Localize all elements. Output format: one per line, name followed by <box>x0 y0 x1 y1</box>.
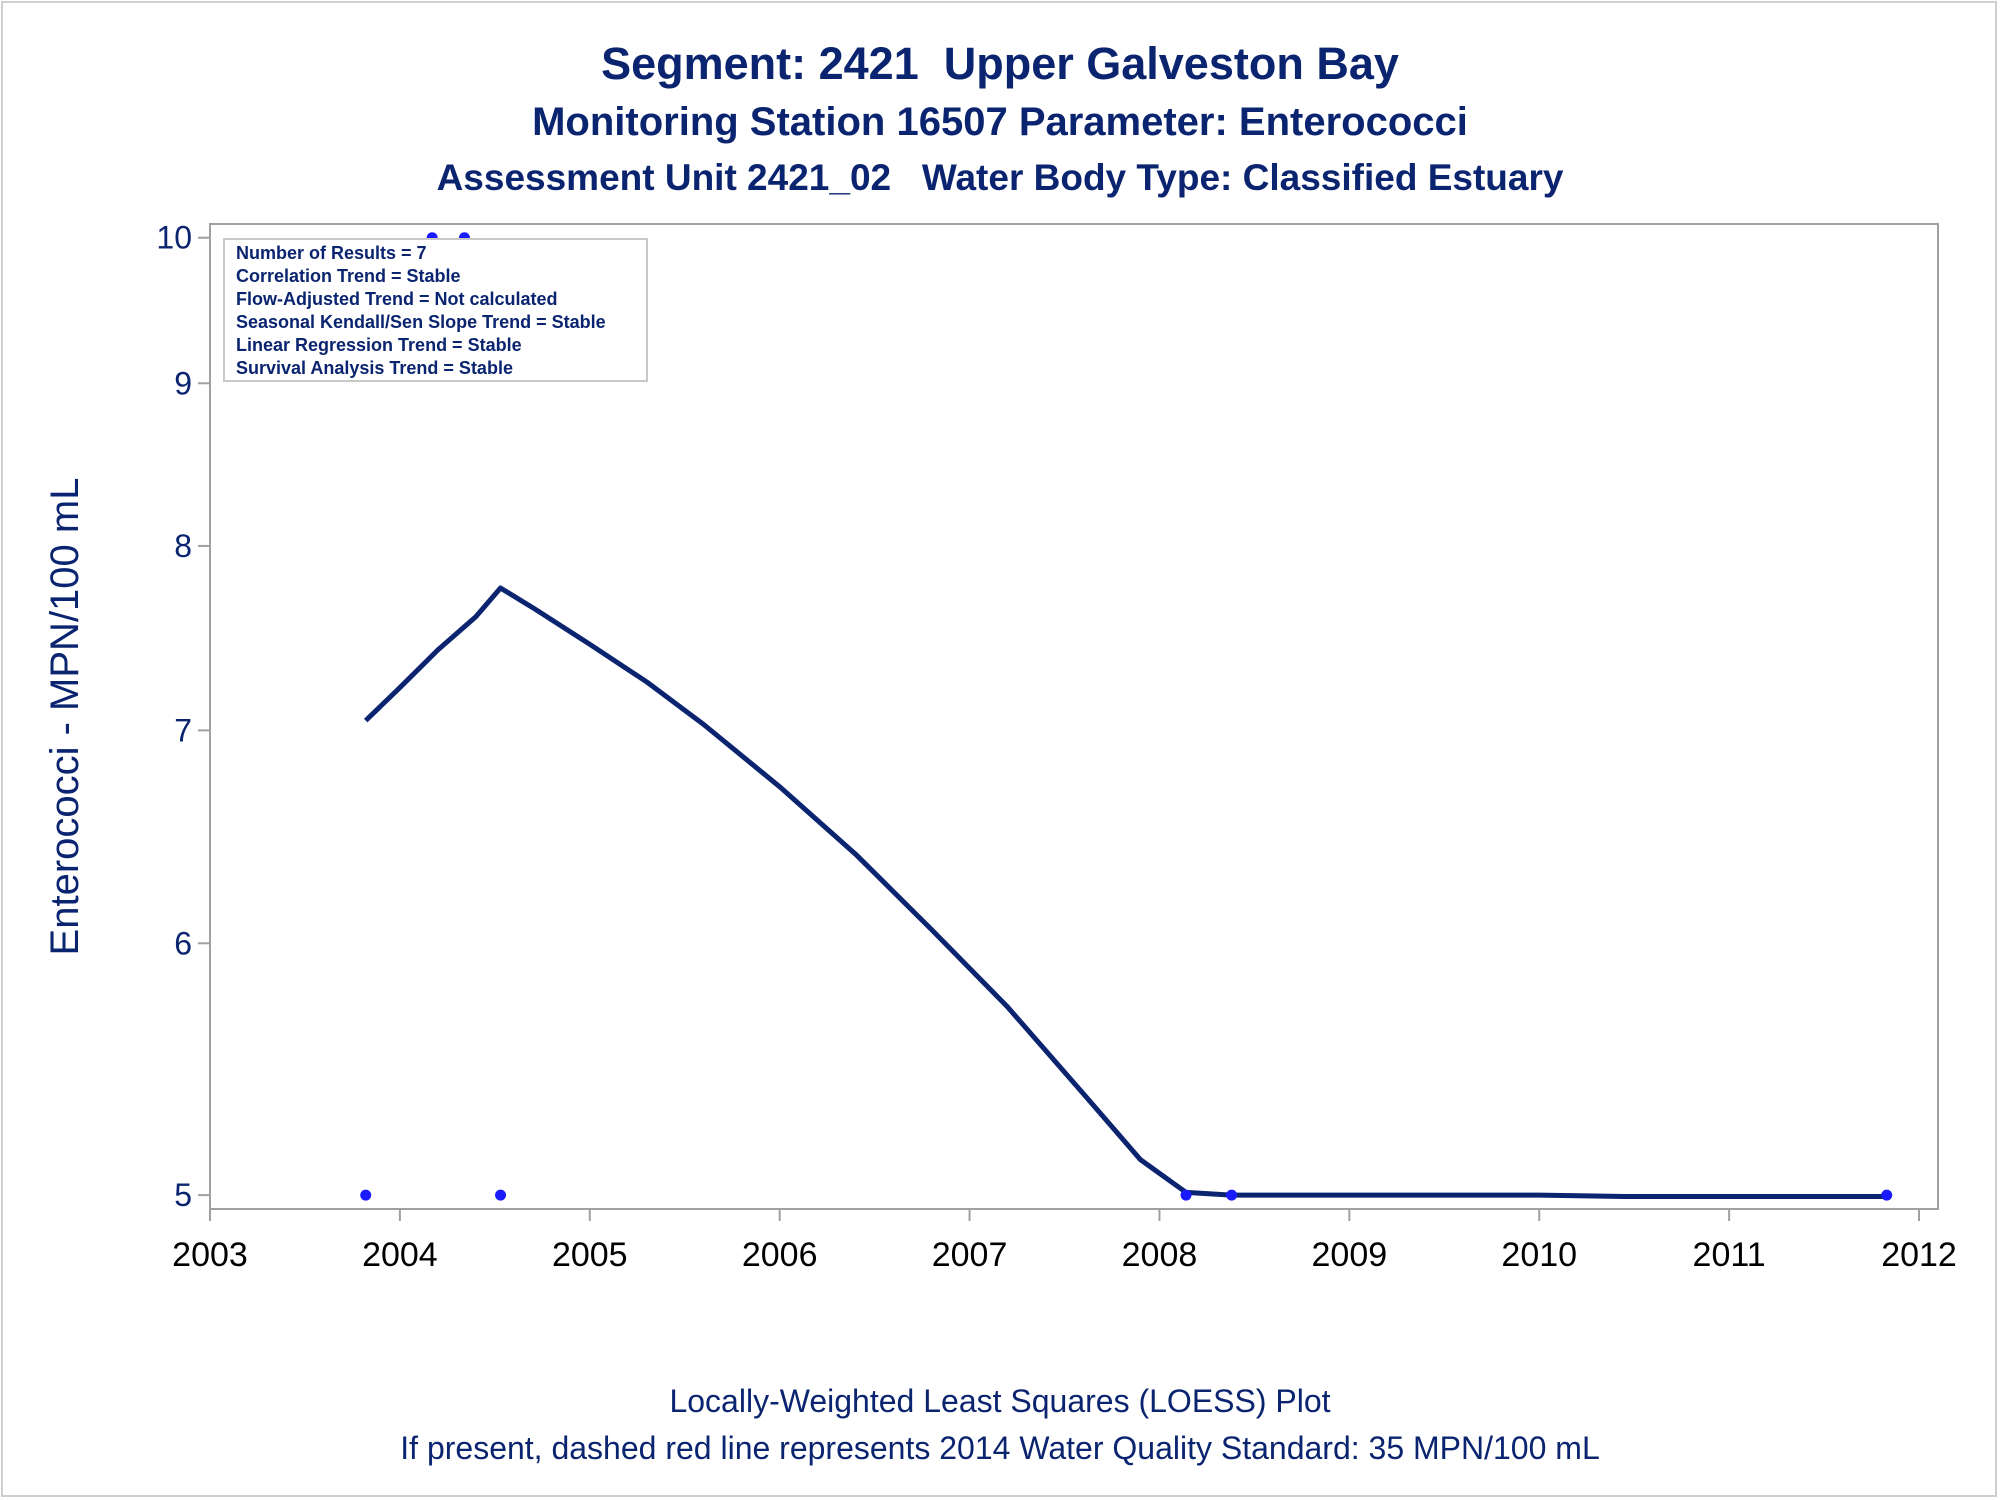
y-tick-label: 6 <box>174 925 192 961</box>
y-tick-label: 5 <box>174 1177 192 1213</box>
stats-line: Linear Regression Trend = Stable <box>236 335 522 355</box>
x-tick-label: 2003 <box>172 1236 248 1274</box>
y-tick-label: 7 <box>174 712 192 748</box>
x-tick-label: 2008 <box>1122 1236 1198 1274</box>
footnote-loess: Locally-Weighted Least Squares (LOESS) P… <box>669 1383 1331 1419</box>
x-tick-label: 2012 <box>1881 1236 1957 1274</box>
y-tick-label: 10 <box>156 220 192 256</box>
data-point <box>1881 1189 1893 1201</box>
footnote-standard: If present, dashed red line represents 2… <box>400 1430 1600 1466</box>
y-tick-label: 8 <box>174 528 192 564</box>
x-tick-label: 2005 <box>552 1236 628 1274</box>
loess-line <box>363 585 1887 1199</box>
data-point <box>1226 1189 1238 1201</box>
x-tick-label: 2010 <box>1501 1236 1577 1274</box>
data-point <box>1180 1189 1192 1201</box>
chart-subtitle-assessment: Assessment Unit 2421_02 Water Body Type:… <box>436 157 1564 198</box>
stats-line: Seasonal Kendall/Sen Slope Trend = Stabl… <box>236 312 606 332</box>
x-tick-label: 2004 <box>362 1236 438 1274</box>
data-point <box>360 1189 372 1201</box>
x-tick-label: 2011 <box>1693 1236 1766 1274</box>
stats-box <box>223 238 648 382</box>
x-tick-label: 2009 <box>1312 1236 1388 1274</box>
x-tick-label: 2006 <box>742 1236 818 1274</box>
x-tick-label: 2007 <box>932 1236 1008 1274</box>
stats-line: Correlation Trend = Stable <box>236 266 461 286</box>
stats-line: Survival Analysis Trend = Stable <box>236 358 513 378</box>
y-tick-label: 9 <box>174 365 192 401</box>
plot-area-frame <box>209 223 1939 1210</box>
data-point <box>495 1189 507 1201</box>
chart-title: Segment: 2421 Upper Galveston Bay <box>601 38 1399 89</box>
y-axis-label: Enterococci - MPN/100 mL <box>43 478 87 956</box>
stats-line: Number of Results = 7 <box>236 243 427 263</box>
chart-subtitle-station: Monitoring Station 16507 Parameter: Ente… <box>532 100 1468 144</box>
stats-line: Flow-Adjusted Trend = Not calculated <box>236 289 558 309</box>
